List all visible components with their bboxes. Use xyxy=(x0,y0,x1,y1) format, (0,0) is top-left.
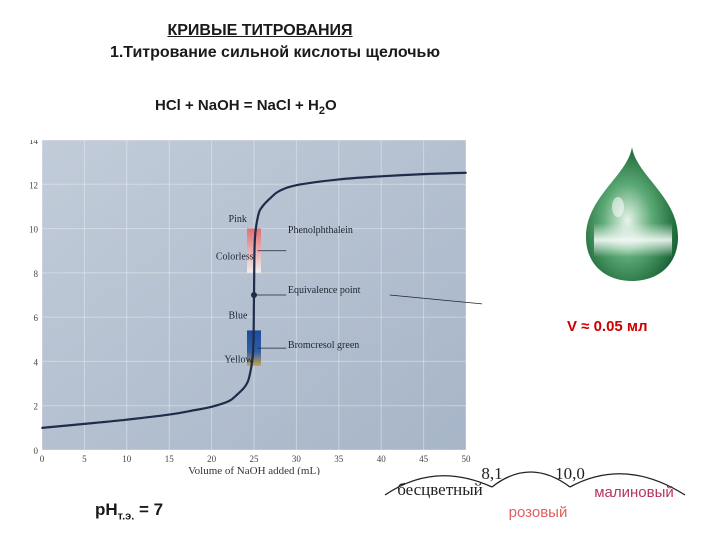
annotation-label: Blue xyxy=(229,310,248,321)
curve-point xyxy=(83,422,86,425)
x-tick-label: 40 xyxy=(377,454,387,464)
curve-group xyxy=(41,171,467,429)
droplet-body xyxy=(586,147,678,281)
curve-point xyxy=(168,413,171,416)
leader-line-outside xyxy=(389,294,483,305)
curve-point xyxy=(422,173,425,175)
x-tick-label: 0 xyxy=(40,454,45,464)
ph-prefix: pH xyxy=(95,500,118,519)
x-axis-label: Volume of NaOH added (mL) xyxy=(188,465,320,475)
x-tick-label: 50 xyxy=(462,454,472,464)
x-tick-label: 10 xyxy=(122,454,132,464)
ph-value-low: 8,1 xyxy=(481,464,502,483)
y-tick-label: 0 xyxy=(34,446,39,456)
y-tick-label: 4 xyxy=(34,357,39,367)
reaction-equation: HCl + NaOH = NaCl + H2O xyxy=(155,97,337,117)
curve-point xyxy=(227,400,230,403)
curve-point xyxy=(295,184,298,187)
y-tick-label: 2 xyxy=(34,402,39,412)
curve-point xyxy=(278,190,281,192)
ph-suffix: = 7 xyxy=(134,500,164,519)
curve-point xyxy=(337,178,340,181)
label-crimson: малиновый xyxy=(594,484,674,501)
annotation-label: Pink xyxy=(229,214,247,225)
page-subtitle: 1.Титрование сильной кислоты щелочью xyxy=(109,44,441,61)
curve-point xyxy=(210,405,213,408)
curve-point xyxy=(252,349,255,352)
x-tick-label: 45 xyxy=(419,454,429,464)
y-tick-label: 8 xyxy=(34,269,39,279)
x-tick-labels: 0 5 10 15 20 25 30 35 40 45 50 xyxy=(40,454,471,464)
titration-chart: Pink Colorless Phenolphthalein Equivalence … xyxy=(29,140,483,475)
x-tick-label: 30 xyxy=(292,454,302,464)
curve-point xyxy=(41,426,43,429)
x-tick-label: 5 xyxy=(82,454,87,464)
annotations: Pink Colorless Phenolphthalein Equivalence … xyxy=(216,214,483,366)
annotation-label: Phenolphthalein xyxy=(288,225,353,236)
y-tick-label: 14 xyxy=(29,140,39,146)
droplet-image xyxy=(586,147,678,281)
curve-point xyxy=(244,384,247,387)
indicator-color-scale: 8,1 10,0 бесцветный розовый малиновый xyxy=(384,464,686,521)
annotation-label: Bromcresol green xyxy=(288,340,359,351)
annotation-label: Equivalence point xyxy=(288,285,361,296)
droplet-highlight xyxy=(594,223,672,257)
curve-point xyxy=(248,373,251,376)
y-tick-label: 10 xyxy=(29,225,39,235)
scale-arc-left xyxy=(384,475,493,496)
ph-subscript: т.э. xyxy=(117,510,135,523)
x-tick-label: 20 xyxy=(207,454,217,464)
y-tick-label: 6 xyxy=(34,313,39,323)
curve-point xyxy=(465,171,467,174)
equation-left: HCl + NaOH = NaCl + H xyxy=(155,97,319,114)
x-tick-label: 25 xyxy=(250,454,260,464)
curve-point xyxy=(261,205,264,208)
annotation-label: Yellow xyxy=(224,355,253,366)
equation-right: O xyxy=(324,97,337,114)
curve-point xyxy=(270,196,272,199)
equation-subscript: 2 xyxy=(318,105,325,117)
curve-point xyxy=(193,409,196,412)
x-tick-label: 35 xyxy=(334,454,344,464)
curve-point xyxy=(380,175,383,178)
curve-point xyxy=(257,214,260,217)
equivalence-ph-note: pHт.э. = 7 xyxy=(95,500,163,522)
x-tick-label: 15 xyxy=(165,454,175,464)
page-title: КРИВЫЕ ТИТРОВАНИЯ xyxy=(167,22,353,39)
equivalence-point-marker xyxy=(251,292,257,298)
scale-arc-right xyxy=(569,473,686,496)
grid-lines xyxy=(41,140,467,451)
y-tick-labels: 0 2 4 6 8 10 12 14 xyxy=(29,140,39,456)
curve-point xyxy=(125,418,128,421)
y-tick-label: 12 xyxy=(29,180,38,190)
scale-arc-middle xyxy=(491,471,571,488)
droplet-glint xyxy=(612,197,624,217)
label-pink: розовый xyxy=(509,504,568,521)
annotation-label: Colorless xyxy=(216,252,254,263)
curve-point xyxy=(236,393,238,396)
label-colorless: бесцветный xyxy=(397,480,483,499)
curve-point xyxy=(253,238,256,241)
drop-volume-note: V ≈ 0.05 мл xyxy=(567,318,648,335)
titration-curve-line xyxy=(41,171,467,429)
ph-value-high: 10,0 xyxy=(555,464,585,483)
